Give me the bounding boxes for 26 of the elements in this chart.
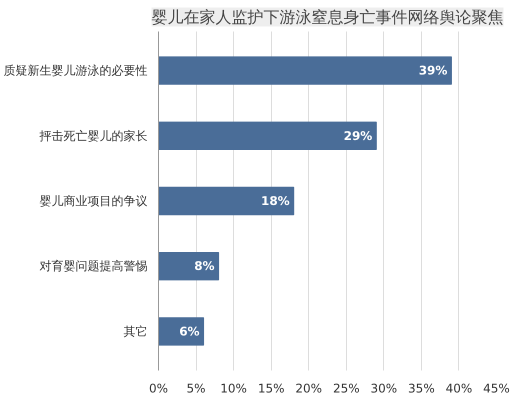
- data-label: 6%: [179, 324, 200, 338]
- bar: [158, 186, 294, 216]
- x-tick-label: 30%: [370, 382, 398, 396]
- x-tick-label: 0%: [148, 382, 168, 396]
- x-tick-label: 5%: [186, 382, 206, 396]
- y-tick-label: 抨击死亡婴儿的家长: [38, 128, 148, 143]
- x-tick-label: 20%: [295, 382, 322, 396]
- y-tick-label: 对育婴问题提高警惕: [40, 259, 148, 274]
- y-tick-label: 婴儿商业项目的争议: [40, 194, 148, 208]
- bar: [158, 317, 204, 346]
- bar: [158, 252, 220, 280]
- x-tick-label: 25%: [332, 382, 360, 396]
- y-tick-label: 其它: [124, 324, 148, 338]
- bar: [158, 56, 452, 85]
- x-tick-label: 35%: [408, 382, 435, 396]
- data-label: 8%: [194, 259, 215, 274]
- x-tick-label: 40%: [446, 382, 472, 396]
- data-label: 39%: [418, 64, 448, 78]
- y-tick-label: 质疑新生婴儿游泳的必要性: [4, 64, 148, 78]
- bar: [158, 122, 377, 150]
- data-label: 18%: [260, 194, 290, 208]
- chart-title: 婴儿在家人监护下游泳窒息身亡事件网络舆论聚焦: [152, 8, 504, 26]
- data-label: 29%: [344, 128, 372, 143]
- x-tick-label: 10%: [220, 382, 247, 396]
- x-tick-label: 45%: [483, 382, 510, 396]
- x-tick-label: 15%: [258, 382, 285, 396]
